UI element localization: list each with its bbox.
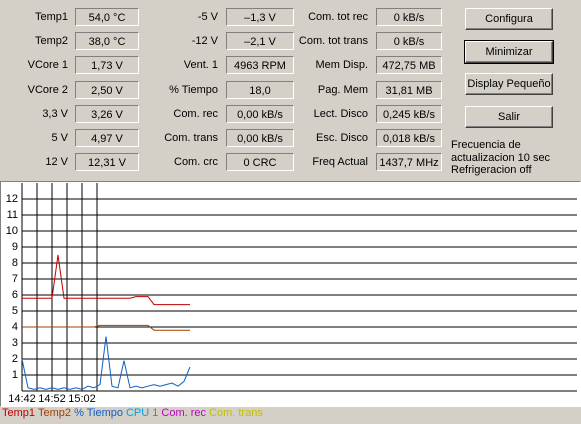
series-line <box>21 336 191 390</box>
field-value: 0,245 kB/s <box>376 104 442 123</box>
field-value: 31,81 MB <box>376 80 442 99</box>
field-label: Vent. 1 <box>183 59 218 72</box>
button[interactable]: Minimizar <box>464 40 554 64</box>
x-tick-label: 14:52 <box>38 393 66 405</box>
field-label: Mem Disp. <box>315 59 368 72</box>
field-value: 472,75 MB <box>376 56 442 75</box>
field-value: 4,97 V <box>75 129 139 147</box>
y-tick-label: 6 <box>12 289 18 301</box>
field-label: VCore 1 <box>27 59 68 72</box>
field-label: Com. crc <box>174 156 218 169</box>
field-value: –1,3 V <box>226 8 294 26</box>
y-tick-label: 9 <box>12 241 18 253</box>
legend-entry: Com. trans <box>209 407 263 419</box>
status-text: Refrigeracion off <box>451 164 532 176</box>
field-label: Com. tot trans <box>298 35 368 48</box>
status-text: Frecuencia de <box>451 139 521 151</box>
field-value: –2,1 V <box>226 32 294 51</box>
field-label: Esc. Disco <box>316 132 368 144</box>
button[interactable]: Configura <box>465 8 553 30</box>
series-line <box>22 324 190 331</box>
y-tick-label: 4 <box>12 321 18 333</box>
y-tick-label: 12 <box>6 193 18 205</box>
field-value: 0 kB/s <box>376 32 442 51</box>
legend-entry: CPU 1 <box>125 407 159 419</box>
y-tick-label: 8 <box>12 257 18 269</box>
field-value: 1,73 V <box>75 56 139 75</box>
field-label: Temp2 <box>34 35 68 48</box>
y-tick-label: 5 <box>12 305 18 317</box>
legend-entry: Temp1 <box>2 407 36 419</box>
field-value: 18,0 <box>226 80 294 99</box>
field-label: -5 V <box>197 11 218 23</box>
field-value: 0,00 kB/s <box>226 104 294 123</box>
field-label: VCore 2 <box>27 83 68 96</box>
field-value: 1437,7 MHz <box>376 153 442 172</box>
y-tick-label: 7 <box>12 273 18 285</box>
button[interactable]: Display Pequeño <box>465 73 553 95</box>
field-label: % Tiempo <box>169 83 218 96</box>
field-value: 0,00 kB/s <box>226 129 294 147</box>
y-tick-label: 3 <box>12 337 18 349</box>
field-label: 3,3 V <box>42 107 68 120</box>
button[interactable]: Salir <box>465 106 553 128</box>
field-value: 38,0 °C <box>75 32 139 51</box>
field-label: Com. tot rec <box>308 11 368 23</box>
y-tick-label: 11 <box>7 209 18 221</box>
field-label: Temp1 <box>34 11 68 23</box>
field-label: -12 V <box>191 35 218 48</box>
field-value: 0 kB/s <box>376 8 442 26</box>
field-value: 2,50 V <box>75 80 139 99</box>
status-text: actualizacion 10 sec <box>451 151 551 164</box>
x-tick-label: 14:42 <box>8 393 36 405</box>
field-label: Lect. Disco <box>313 107 368 120</box>
field-value: 3,26 V <box>75 104 139 123</box>
series-line <box>22 254 190 306</box>
legend-entry: % Tiempo <box>74 407 123 419</box>
field-label: 5 V <box>51 132 68 144</box>
legend: Temp1 Temp2% Tiempo CPU 1 Com. rec Com. tran… <box>2 407 266 419</box>
legend-entry: Temp2 <box>38 407 72 419</box>
x-tick-label: 15:02 <box>68 393 96 405</box>
y-tick-label: 2 <box>12 353 18 365</box>
field-value: 4963 RPM <box>226 56 294 75</box>
field-label: Pag. Mem <box>317 83 368 96</box>
field-label: Freq Actual <box>312 156 368 169</box>
field-value: 12,31 V <box>75 153 139 172</box>
field-value: 0 CRC <box>226 153 294 172</box>
y-tick-label: 10 <box>6 225 18 237</box>
field-value: 54,0 °C <box>75 8 139 26</box>
legend-entry: Com. rec <box>161 407 207 419</box>
field-value: 0,018 kB/s <box>376 129 442 147</box>
field-label: Com. trans <box>164 132 218 144</box>
field-label: Com. rec <box>173 107 218 120</box>
field-label: 12 V <box>45 156 68 169</box>
y-tick-label: 1 <box>12 369 18 381</box>
